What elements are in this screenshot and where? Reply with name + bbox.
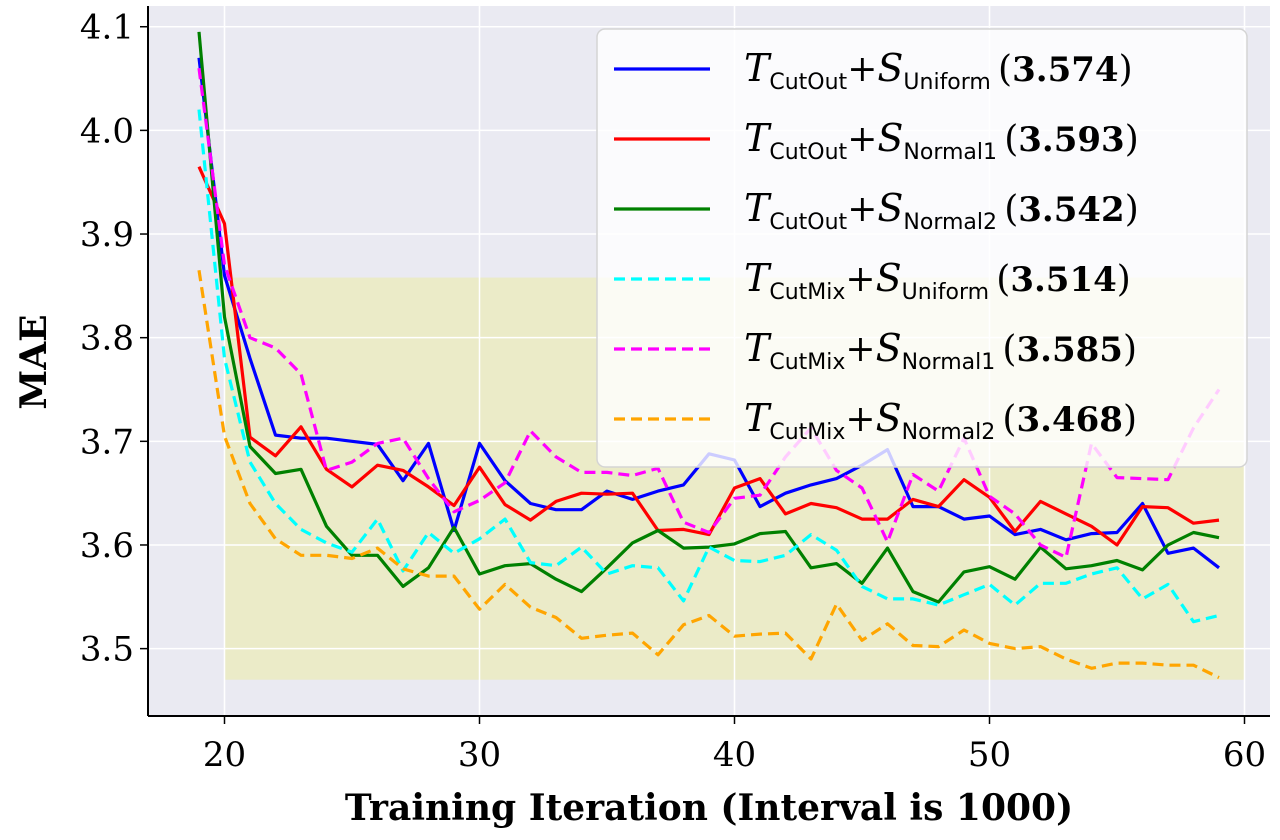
series-line-5 — [197, 67, 1221, 560]
x-tick-label: 50 — [968, 735, 1011, 775]
x-tick-label: 40 — [713, 735, 756, 775]
series-line-3 — [197, 31, 1220, 604]
y-tick-label: 3.9 — [80, 215, 134, 255]
y-tick-label: 3.8 — [80, 319, 134, 359]
series-line-4 — [197, 109, 1220, 624]
legend-label-6: TCutMix+SNormal2 (3.468) — [744, 396, 1137, 445]
series-line-6 — [197, 270, 1220, 680]
y-tick-label: 4.0 — [80, 111, 134, 151]
legend-label-1: TCutOut+SUniform (3.574) — [744, 46, 1133, 95]
legend-box — [596, 28, 1248, 468]
y-tick-label: 3.6 — [80, 526, 134, 566]
y-axis-ticks: 3.5 3.6 3.7 3.8 3.9 4.0 4.1 — [80, 8, 148, 670]
legend-label-2: TCutOut+SNormal1 (3.593) — [744, 116, 1139, 165]
x-axis-ticks: 20 30 40 50 60 — [203, 716, 1266, 775]
legend: TCutOut+SUniform (3.574) TCutOut+SNormal1… — [596, 28, 1248, 468]
legend-label-4: TCutMix+SUniform (3.514) — [744, 256, 1131, 305]
y-tick-label: 3.7 — [80, 422, 134, 462]
series-lines — [197, 31, 1221, 680]
x-axis-title: Training Iteration (Interval is 1000) — [345, 787, 1073, 829]
series-line-2 — [197, 166, 1220, 547]
x-tick-label: 30 — [458, 735, 501, 775]
y-tick-label: 4.1 — [80, 8, 134, 48]
legend-label-5: TCutMix+SNormal1 (3.585) — [744, 326, 1137, 375]
x-tick-label: 60 — [1223, 735, 1266, 775]
y-tick-label: 3.5 — [80, 630, 134, 670]
x-tick-label: 20 — [203, 735, 246, 775]
y-axis-title: MAE — [13, 314, 55, 409]
legend-label-3: TCutOut+SNormal2 (3.542) — [744, 186, 1139, 235]
